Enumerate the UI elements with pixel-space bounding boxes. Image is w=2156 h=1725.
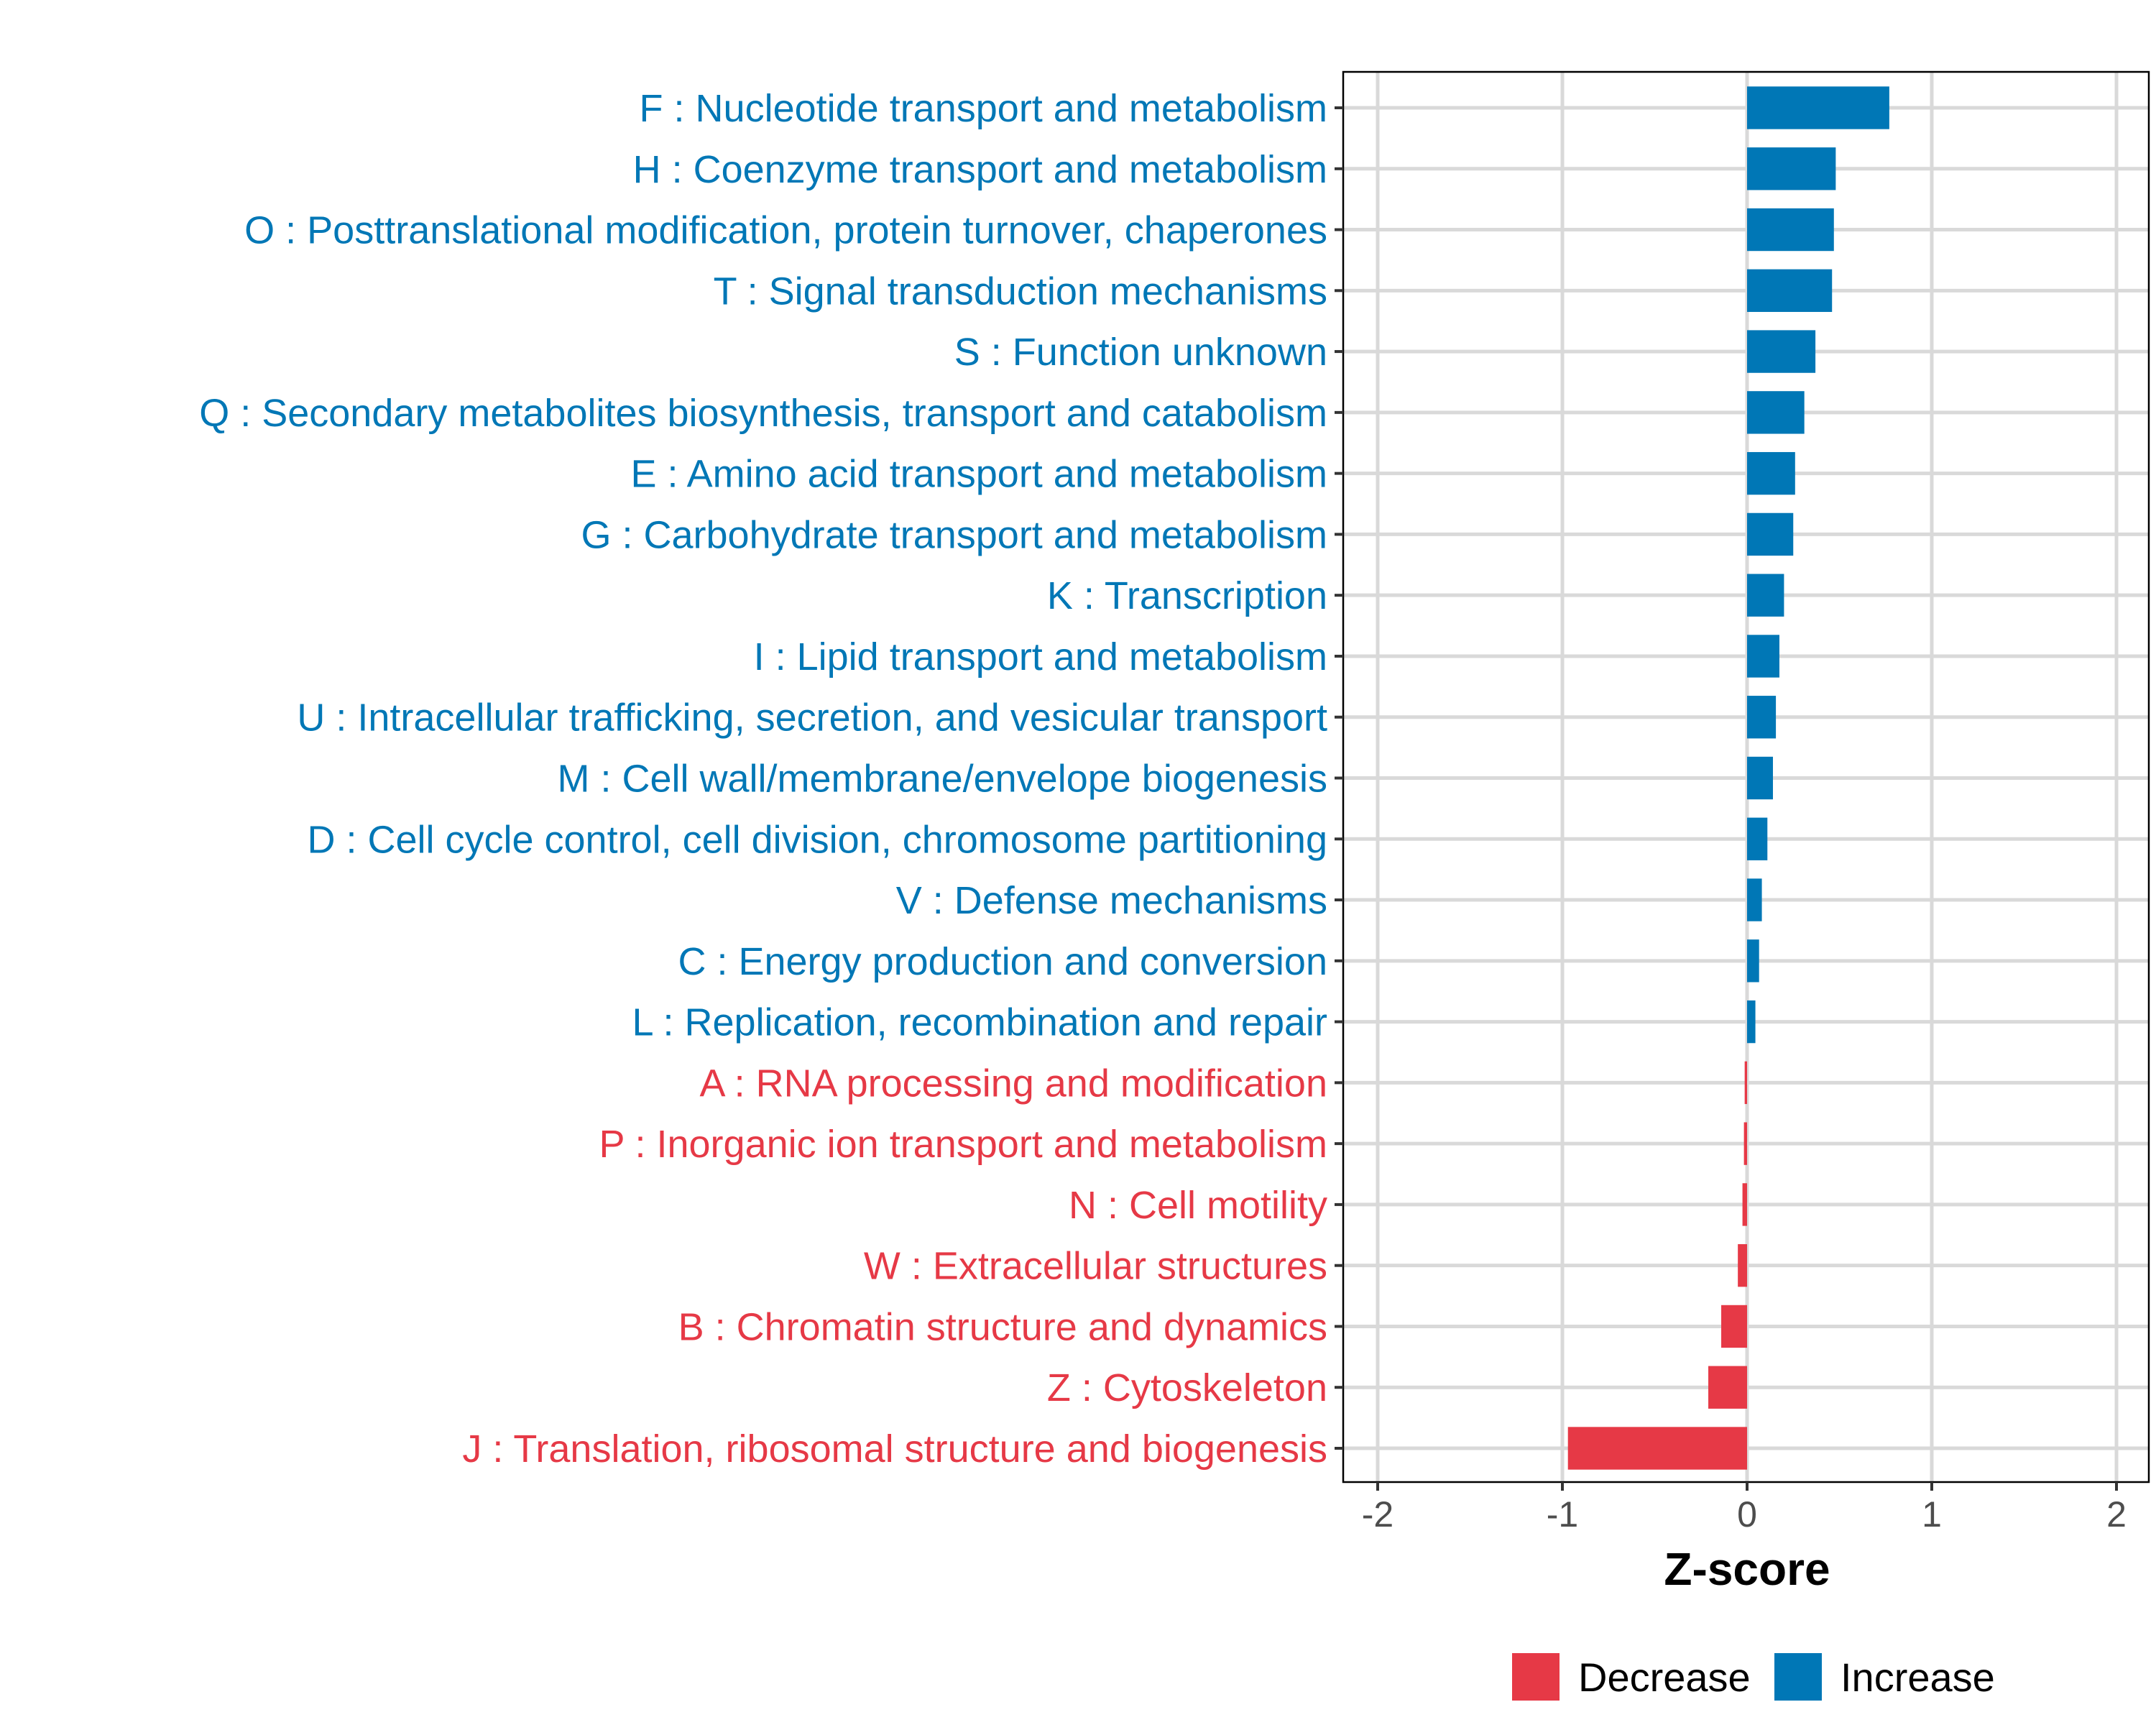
bar bbox=[1747, 696, 1777, 739]
bar bbox=[1721, 1305, 1747, 1348]
bar bbox=[1747, 817, 1768, 860]
y-tick-label: P : Inorganic ion transport and metaboli… bbox=[599, 1123, 1327, 1166]
y-tick-label: F : Nucleotide transport and metabolism bbox=[640, 87, 1327, 130]
bar bbox=[1743, 1122, 1747, 1165]
y-tick-label: O : Posttranslational modification, prot… bbox=[244, 209, 1327, 252]
y-axis-labels: F : Nucleotide transport and metabolism H… bbox=[199, 87, 1343, 1471]
x-tick-label: 0 bbox=[1737, 1494, 1757, 1535]
y-tick-label: M : Cell wall/membrane/envelope biogenes… bbox=[557, 758, 1327, 801]
legend-key-increase bbox=[1774, 1653, 1822, 1701]
bar bbox=[1708, 1366, 1747, 1409]
bar bbox=[1747, 451, 1795, 495]
bar bbox=[1747, 756, 1773, 800]
x-tick-label: 2 bbox=[2106, 1494, 2127, 1535]
x-tick-label: 1 bbox=[1922, 1494, 1942, 1535]
bar bbox=[1747, 574, 1784, 617]
y-tick-label: E : Amino acid transport and metabolism bbox=[631, 453, 1327, 496]
bar bbox=[1747, 1000, 1756, 1044]
bar bbox=[1747, 147, 1836, 190]
x-tick-label: -1 bbox=[1547, 1494, 1578, 1535]
legend-key-decrease bbox=[1512, 1653, 1560, 1701]
x-axis-ticks: -2 -1 0 1 2 bbox=[1362, 1482, 2127, 1535]
y-tick-label: H : Coenzyme transport and metabolism bbox=[633, 148, 1327, 191]
bar bbox=[1744, 1061, 1747, 1105]
bar bbox=[1747, 86, 1889, 129]
bar bbox=[1747, 330, 1816, 373]
bar bbox=[1747, 939, 1759, 983]
y-tick-label: C : Energy production and conversion bbox=[678, 940, 1327, 983]
bar bbox=[1747, 208, 1834, 252]
y-tick-label: W : Extracellular structures bbox=[864, 1245, 1327, 1288]
y-tick-label: I : Lipid transport and metabolism bbox=[754, 635, 1327, 678]
legend-label-decrease: Decrease bbox=[1578, 1655, 1751, 1700]
y-tick-label: V : Defense mechanisms bbox=[896, 879, 1327, 922]
y-tick-label: B : Chromatin structure and dynamics bbox=[678, 1305, 1327, 1348]
y-tick-label: A : RNA processing and modification bbox=[700, 1062, 1327, 1105]
legend: Decrease Increase bbox=[1512, 1653, 1995, 1701]
y-tick-label: D : Cell cycle control, cell division, c… bbox=[307, 818, 1327, 861]
y-tick-label: L : Replication, recombination and repai… bbox=[632, 1001, 1327, 1044]
bar bbox=[1742, 1183, 1747, 1226]
bar bbox=[1747, 878, 1762, 921]
y-tick-label: J : Translation, ribosomal structure and… bbox=[462, 1427, 1327, 1471]
y-tick-label: Q : Secondary metabolites biosynthesis, … bbox=[199, 392, 1327, 435]
bar bbox=[1567, 1427, 1747, 1470]
bars bbox=[1567, 86, 1889, 1470]
bar bbox=[1747, 391, 1805, 434]
y-tick-label: U : Intracellular trafficking, secretion… bbox=[297, 696, 1327, 740]
y-tick-label: G : Carbohydrate transport and metabolis… bbox=[581, 513, 1328, 556]
y-tick-label: T : Signal transduction mechanisms bbox=[714, 270, 1327, 313]
legend-label-increase: Increase bbox=[1841, 1655, 1995, 1700]
bar bbox=[1747, 635, 1779, 678]
x-axis-title: Z-score bbox=[1664, 1543, 1830, 1595]
y-tick-label: K : Transcription bbox=[1047, 574, 1327, 617]
bar bbox=[1747, 512, 1794, 556]
x-tick-label: -2 bbox=[1362, 1494, 1393, 1535]
bar bbox=[1738, 1244, 1747, 1287]
y-tick-label: Z : Cytoskeleton bbox=[1047, 1366, 1327, 1409]
y-tick-label: N : Cell motility bbox=[1069, 1184, 1327, 1227]
bar bbox=[1747, 269, 1833, 312]
y-tick-label: S : Function unknown bbox=[954, 331, 1327, 374]
